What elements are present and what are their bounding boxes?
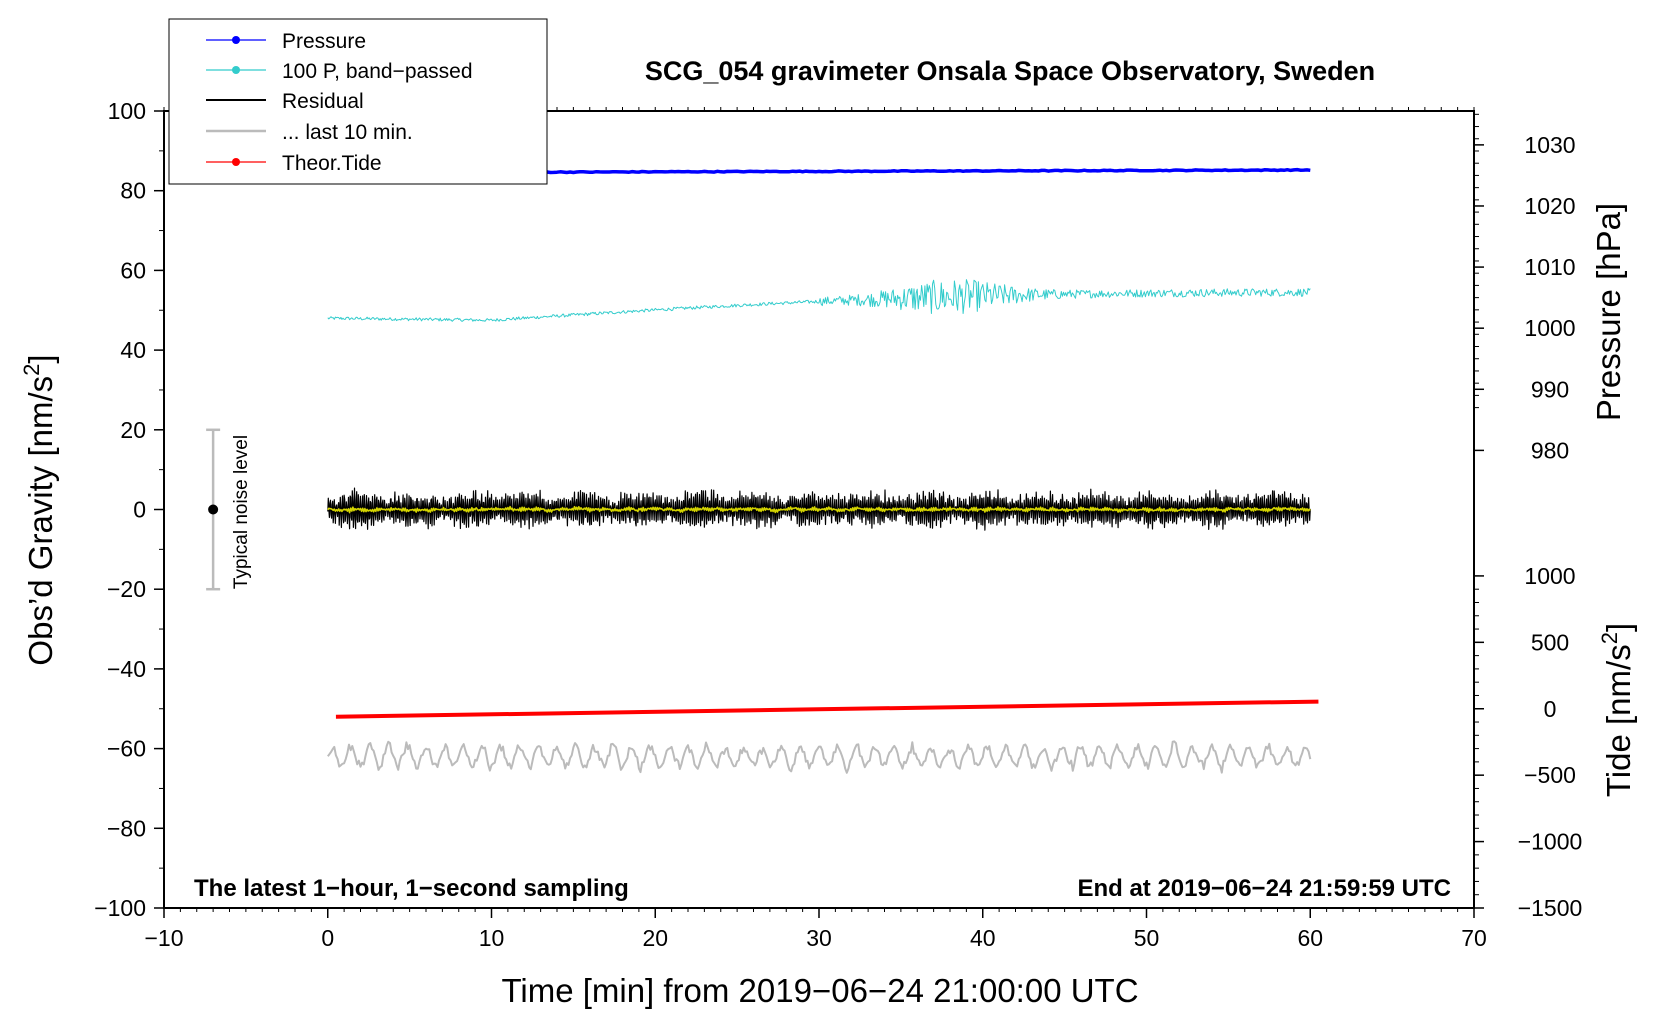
x-tick-label: 40 <box>970 925 996 951</box>
y-axis-label-tide-sup: 2 <box>1597 632 1622 644</box>
x-tick-label: 30 <box>806 925 832 951</box>
legend-label-tide: Theor.Tide <box>282 152 382 175</box>
y-axis-label-left: Obs’d Gravity [nm/s2] <box>19 354 59 665</box>
y-tick-label: 40 <box>120 337 146 363</box>
legend: Pressure 100 P, band−passed Residual ...… <box>168 18 548 185</box>
legend-label-last10: ... last 10 min. <box>282 121 413 144</box>
chart-title: SCG_054 gravimeter Onsala Space Observat… <box>645 56 1375 86</box>
pressure-tick-label: 990 <box>1531 376 1569 402</box>
series-bandpassed-line <box>327 279 1311 322</box>
tide-tick-label: 0 <box>1544 696 1557 722</box>
y-tick-label: −100 <box>94 895 146 921</box>
y-tick-label: 0 <box>133 497 146 523</box>
y-tick-label: −80 <box>107 815 146 841</box>
pressure-tick-label: 980 <box>1531 437 1569 463</box>
y-axis-label-tide-close: ] <box>1600 623 1637 632</box>
legend-marker-tide <box>232 158 240 166</box>
pressure-tick-label: 1030 <box>1524 132 1575 158</box>
y-axis-label-tide: Tide [nm/s2] <box>1597 623 1637 797</box>
noise-level-label: Typical noise level <box>231 435 252 589</box>
y-tick-label: −20 <box>107 576 146 602</box>
legend-item-residual: Residual <box>206 90 364 113</box>
noise-bar-center-dot <box>208 504 219 515</box>
pressure-tick-label: 1020 <box>1524 193 1575 219</box>
tide-tick-label: −1500 <box>1518 895 1583 921</box>
x-tick-label: 70 <box>1461 925 1487 951</box>
legend-item-last10: ... last 10 min. <box>206 121 413 144</box>
y-tick-label: 60 <box>120 257 146 283</box>
x-tick-label: 10 <box>479 925 505 951</box>
y-tick-label: 80 <box>120 178 146 204</box>
legend-item-bandpassed: 100 P, band−passed <box>206 60 473 83</box>
legend-box <box>168 18 548 185</box>
pressure-tick-label: 1010 <box>1524 254 1575 280</box>
y-axis-label-left-close: ] <box>22 354 59 363</box>
tide-tick-label: −500 <box>1524 762 1576 788</box>
y-tick-label: −60 <box>107 736 146 762</box>
series-last10-line <box>327 740 1312 774</box>
pressure-tick-label: 1000 <box>1524 315 1575 341</box>
x-tick-label: −10 <box>144 925 183 951</box>
noise-level-bar <box>206 428 221 591</box>
x-tick-label: 20 <box>642 925 668 951</box>
series-tide-line <box>335 699 1319 719</box>
x-tick-label: 0 <box>321 925 334 951</box>
y-axis-label-pressure: Pressure [hPa] <box>1590 203 1627 421</box>
legend-label-residual: Residual <box>282 90 364 113</box>
x-tick-label: 60 <box>1297 925 1323 951</box>
tide-tick-label: 1000 <box>1524 563 1575 589</box>
legend-marker-pressure <box>232 36 240 44</box>
annotation-end-time: End at 2019−06−24 21:59:59 UTC <box>1077 875 1451 902</box>
series-residual-smoothed-line <box>327 505 1311 514</box>
y-axis-label-left-sup: 2 <box>19 364 44 376</box>
tide-tick-label: 500 <box>1531 629 1569 655</box>
series-layer <box>327 167 1319 774</box>
y-tick-label: 100 <box>108 98 146 124</box>
x-axis-label: Time [min] from 2019−06−24 21:00:00 UTC <box>501 972 1138 1009</box>
x-tick-label: 50 <box>1134 925 1160 951</box>
legend-label-bandpassed: 100 P, band−passed <box>282 60 473 83</box>
legend-item-tide: Theor.Tide <box>206 152 382 175</box>
axis-layer: −10 0 10 20 30 40 50 60 70100806040200−20−40−60−… <box>94 98 1582 951</box>
tide-tick-label: −1000 <box>1518 829 1583 855</box>
y-axis-label-tide-main: Tide [nm/s <box>1600 644 1637 797</box>
y-tick-label: −40 <box>107 656 146 682</box>
legend-item-pressure: Pressure <box>206 30 366 53</box>
legend-marker-bandpassed <box>232 66 240 74</box>
y-tick-label: 20 <box>120 417 146 443</box>
legend-label-pressure: Pressure <box>282 30 366 53</box>
y-axis-label-left-main: Obs’d Gravity [nm/s <box>22 376 59 666</box>
annotation-latest-hour: The latest 1−hour, 1−second sampling <box>194 875 629 902</box>
